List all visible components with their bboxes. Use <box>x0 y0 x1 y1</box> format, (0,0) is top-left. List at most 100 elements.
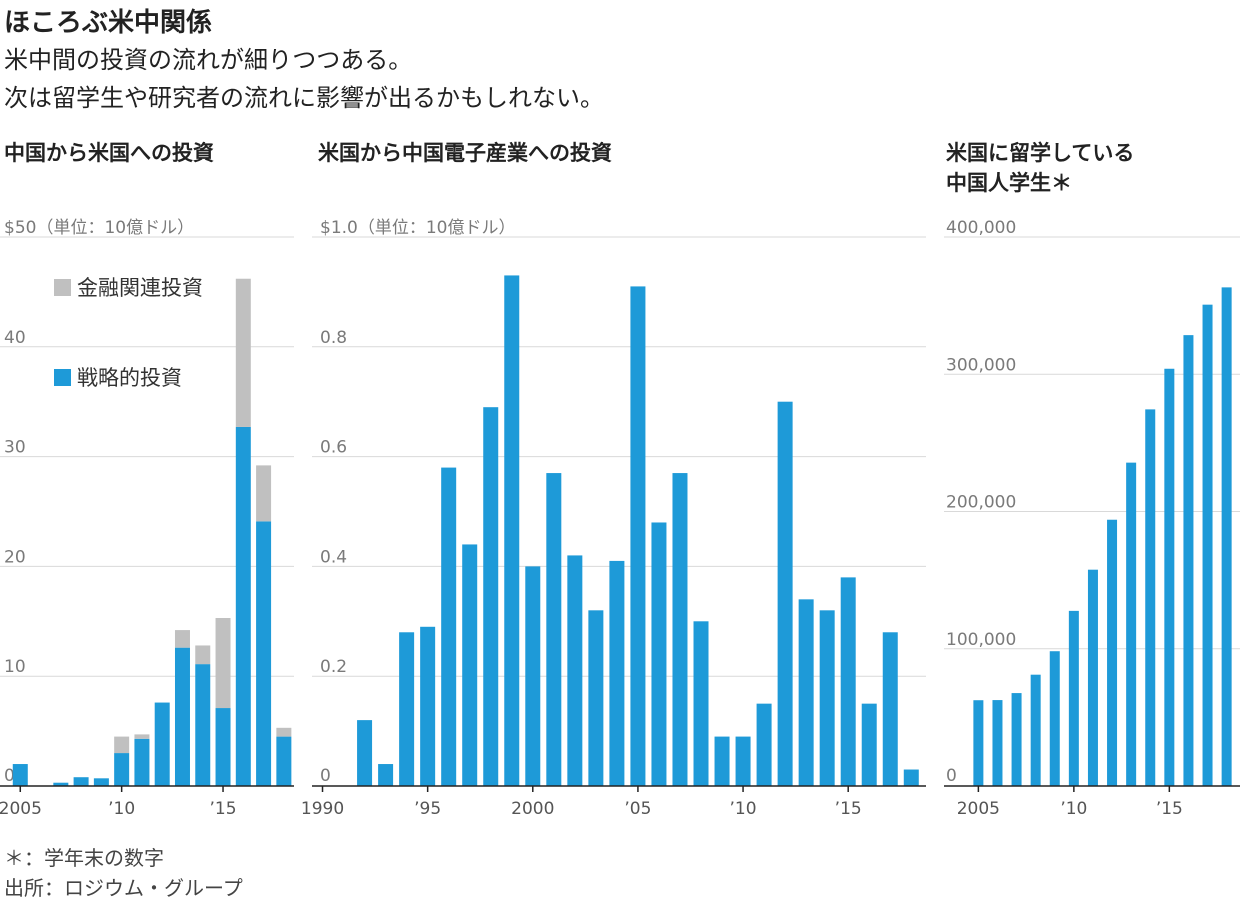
chart1-bar <box>235 426 251 786</box>
chart2-bar <box>441 467 457 786</box>
chart3-bar <box>992 700 1003 786</box>
chart1-bar <box>276 727 292 737</box>
chart2-bar <box>693 621 709 786</box>
chart2-unit-label: $1.0（単位：10億ドル） <box>320 218 515 238</box>
chart2-bar <box>840 577 856 786</box>
chart2-bar <box>399 632 415 786</box>
chart1-ytick-label: 20 <box>4 547 26 567</box>
chart3-ytick-label: 200,000 <box>946 493 1016 513</box>
chart1-bar <box>53 782 69 786</box>
chart2-bar <box>525 566 541 786</box>
chart1-bar <box>114 753 130 786</box>
chart1-legend-swatch <box>54 279 71 296</box>
chart1-title: 中国から米国への投資 <box>4 141 214 165</box>
chart2-xtick-label: ’05 <box>624 799 651 819</box>
chart2-bar <box>819 610 835 786</box>
chart2-bar <box>588 610 604 786</box>
chart3-bar <box>1107 519 1118 786</box>
chart2-bar <box>378 764 394 786</box>
chart2-bar <box>609 560 625 786</box>
chart1-unit-label: $50（単位：10億ドル） <box>4 218 194 238</box>
chart3-xtick-label: 2005 <box>957 799 1000 819</box>
source-note: 出所：ロジウム・グループ <box>4 876 243 900</box>
chart2-xtick-label: 2000 <box>511 799 554 819</box>
chart1-bar <box>134 738 150 786</box>
chart2-bar <box>714 736 730 786</box>
chart2-bar <box>798 599 814 786</box>
chart1-bar <box>256 465 272 522</box>
chart2-title: 米国から中国電子産業への投資 <box>318 141 612 165</box>
chart1-bar <box>114 736 130 754</box>
chart3-bar <box>973 700 984 786</box>
chart1-bar <box>195 645 211 665</box>
chart1-bar <box>235 278 251 427</box>
chart3-bar <box>1011 693 1022 786</box>
chart1-xtick-label: ’15 <box>210 799 237 819</box>
chart1-legend-label: 戦略的投資 <box>77 366 182 390</box>
chart3-bar <box>1068 610 1079 786</box>
chart2-ytick-label: 0.2 <box>320 657 347 677</box>
chart3-title: 米国に留学している 中国人学生＊ <box>946 138 1134 198</box>
chart2-bar <box>882 632 898 786</box>
chart2-bar <box>546 473 562 786</box>
chart1-bar <box>134 734 150 739</box>
chart1-xtick-label: 2005 <box>0 799 42 819</box>
chart3-title-line2: 中国人学生＊ <box>946 171 1072 195</box>
chart2-bar <box>357 720 373 786</box>
chart1-bar <box>154 702 170 786</box>
chart1-ytick-label: 10 <box>4 657 26 677</box>
chart2-xtick-label: ’15 <box>835 799 862 819</box>
chart3-bar <box>1126 462 1137 786</box>
chart2-ytick-label: 0.4 <box>320 547 347 567</box>
chart3-ytick-label: 100,000 <box>946 630 1016 650</box>
chart2-bar <box>420 626 436 786</box>
chart3-bar <box>1183 335 1194 786</box>
chart2-xtick-label: ’10 <box>730 799 757 819</box>
chart1-ytick-label: 40 <box>4 328 26 348</box>
chart1-ytick-label: 30 <box>4 438 26 458</box>
subtitle-line-1: 米中間の投資の流れが細りつつある。 <box>4 46 413 74</box>
chart3-title-line1: 米国に留学している <box>946 141 1135 165</box>
chart3-bar <box>1145 409 1156 786</box>
chart2-ytick-zero: 0 <box>320 766 331 786</box>
chart3-xtick-label: ’10 <box>1060 799 1087 819</box>
chart2-xtick-label: 1990 <box>301 799 344 819</box>
chart2-xtick-label: ’95 <box>414 799 441 819</box>
chart2-bar <box>735 736 751 786</box>
chart1-bar <box>12 764 28 786</box>
chart2-bar <box>504 275 520 786</box>
chart3-xtick-label: ’15 <box>1156 799 1183 819</box>
chart2-bar <box>567 555 583 786</box>
chart3-ytick-label: 300,000 <box>946 355 1016 375</box>
chart2-ytick-label: 0.8 <box>320 328 347 348</box>
chart1-ytick-zero: 0 <box>4 766 15 786</box>
subtitle-line-2: 次は留学生や研究者の流れに影響が出るかもしれない。 <box>4 84 604 112</box>
chart1-bar <box>174 647 190 786</box>
chart3-unit-label: 400,000 <box>946 218 1016 238</box>
chart1-bar <box>195 664 211 786</box>
chart1-xtick-label: ’10 <box>108 799 135 819</box>
chart3-ytick-zero: 0 <box>946 766 957 786</box>
chart1-bar <box>174 630 190 648</box>
chart1-legend-swatch <box>54 369 71 386</box>
chart2-bar <box>672 473 688 786</box>
chart1-bar <box>256 521 272 786</box>
chart2-bar <box>903 769 919 786</box>
chart1-bar <box>93 778 109 786</box>
chart1-bar <box>215 618 231 709</box>
chart2-ytick-label: 0.6 <box>320 438 347 458</box>
chart3-bar <box>1202 304 1213 786</box>
chart1-bar <box>215 708 231 786</box>
chart2-bar <box>462 544 478 786</box>
chart3-bar <box>1049 651 1060 786</box>
chart3-bar <box>1087 569 1098 786</box>
chart3-bar <box>1030 674 1041 786</box>
chart2-bar <box>861 703 877 786</box>
chart3-bar <box>1164 368 1175 786</box>
footnote: ＊：学年末の数字 <box>4 846 164 870</box>
chart2-bar <box>483 407 499 786</box>
page-title: ほころぶ米中関係 <box>4 8 213 38</box>
chart1-legend-label: 金融関連投資 <box>77 276 203 300</box>
chart1-bar <box>276 736 292 786</box>
